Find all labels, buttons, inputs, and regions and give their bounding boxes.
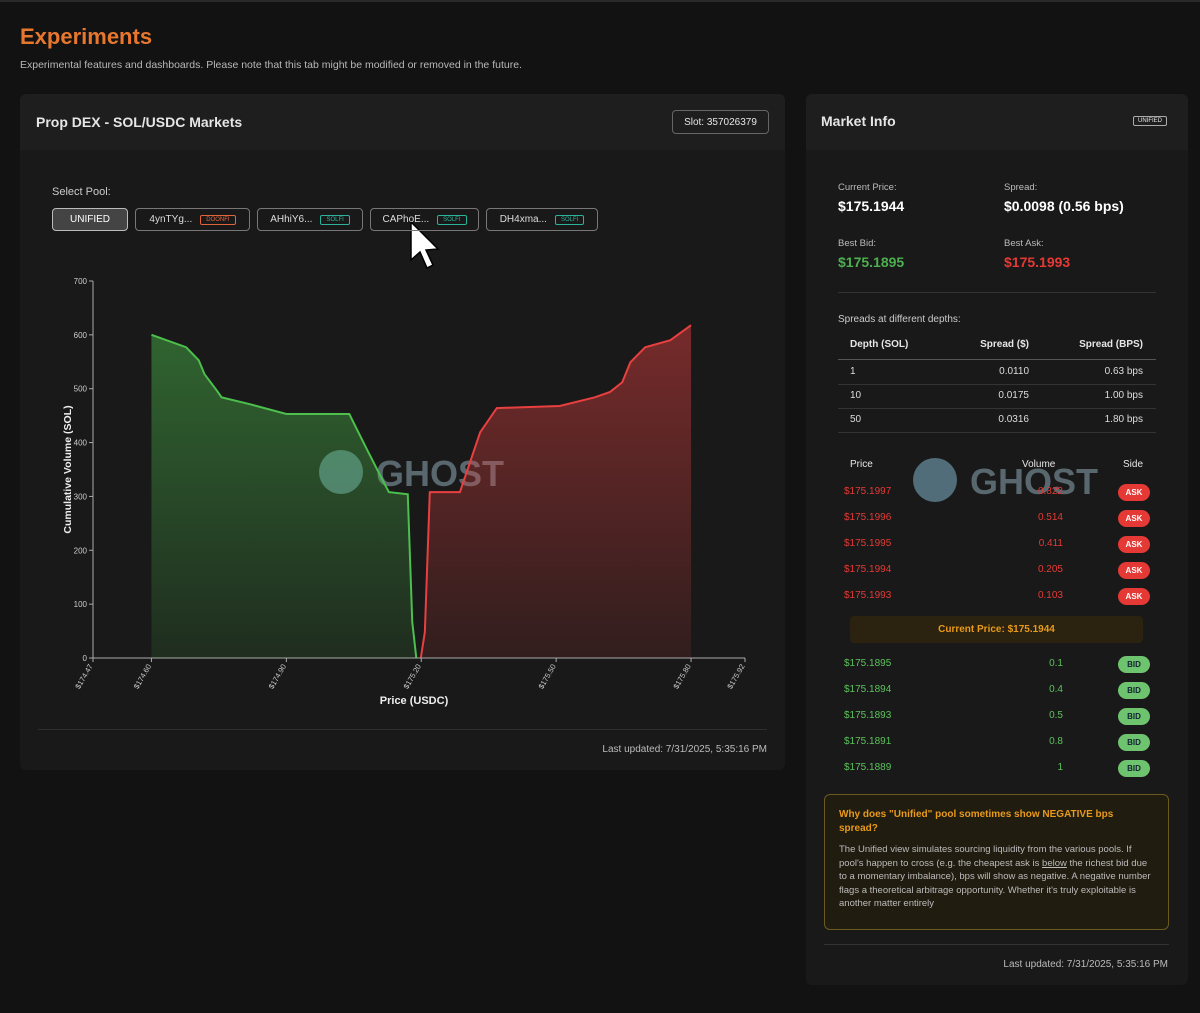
last-updated: Last updated: 7/31/2025, 5:35:16 PM xyxy=(602,744,767,755)
side-pill: ASK xyxy=(1118,562,1150,579)
panel-header xyxy=(806,94,1188,150)
book-volume: 0.8 xyxy=(1049,736,1063,747)
divider xyxy=(824,944,1169,945)
book-price: $175.1996 xyxy=(844,512,892,523)
table-cell: 50 xyxy=(850,414,862,425)
pool-name: CAPhoE... xyxy=(382,214,430,225)
table-cell: 1.80 bps xyxy=(1104,414,1143,425)
side-pill: BID xyxy=(1118,682,1150,699)
divider xyxy=(38,729,767,730)
book-price: $175.1889 xyxy=(844,762,892,773)
table-cell: Depth (SOL) xyxy=(850,339,909,350)
side-pill: BID xyxy=(1118,760,1150,777)
stat-label: Current Price: xyxy=(838,182,897,193)
side-pill: ASK xyxy=(1118,510,1150,527)
book-volume: 1 xyxy=(1057,762,1063,773)
table-cell: 10 xyxy=(850,390,862,401)
note-text: the richest bid due to a momentary imbal… xyxy=(839,857,1151,910)
book-price: $175.1997 xyxy=(844,486,892,497)
side-pill: BID xyxy=(1118,708,1150,725)
stat-label: Best Ask: xyxy=(1004,238,1044,249)
book-header: Side xyxy=(1123,459,1144,470)
page-title: Experiments xyxy=(20,24,153,49)
side-pill: ASK xyxy=(1118,484,1150,501)
select-label: Select Pool: xyxy=(52,186,111,198)
pool-button[interactable]: DH4xma... SOLFI xyxy=(486,208,598,231)
book-volume: 0.822 xyxy=(1037,486,1063,497)
panel-header xyxy=(20,94,785,150)
pool-button[interactable]: CAPhoE... SOLFI xyxy=(370,208,479,231)
table-cell: 0.63 bps xyxy=(1104,366,1143,377)
last-updated: Last updated: 7/31/2025, 5:35:16 PM xyxy=(1003,959,1168,970)
side-pill: BID xyxy=(1118,734,1150,751)
pool-tag: SOLFI xyxy=(320,214,350,225)
stat-label: Spread: xyxy=(1004,182,1038,193)
table-cell: 0.0110 xyxy=(999,366,1029,377)
book-volume: 0.411 xyxy=(1038,538,1063,549)
book-header: Price xyxy=(850,459,873,470)
panel-title: Prop DEX - SOL/USDC Markets xyxy=(36,114,243,130)
stat-value: $175.1993 xyxy=(1004,254,1071,270)
panel-title: Market Info xyxy=(821,113,896,129)
book-price: $175.1891 xyxy=(844,736,892,747)
stat-value: $0.0098 (0.56 bps) xyxy=(1004,198,1124,214)
table-cell: Spread ($) xyxy=(980,339,1029,350)
book-volume: 0.103 xyxy=(1037,590,1063,601)
stat-value: $175.1944 xyxy=(838,198,905,214)
pool-button[interactable]: AHhiY6... SOLFI xyxy=(257,208,363,231)
table-cell: 0.0316 xyxy=(998,414,1029,425)
stat-label: Best Bid: xyxy=(838,238,877,249)
side-pill: BID xyxy=(1118,656,1150,673)
book-price: $175.1993 xyxy=(844,590,892,601)
divider xyxy=(838,292,1156,293)
badge: UNIFIED xyxy=(1133,116,1167,126)
book-volume: 0.5 xyxy=(1049,710,1063,721)
stat-value: $175.1895 xyxy=(838,254,905,270)
pool-tag: DOONFI xyxy=(200,214,236,225)
current-price: Current Price: $175.1944 xyxy=(850,616,1143,643)
note-link: below xyxy=(1042,857,1067,869)
book-price: $175.1894 xyxy=(844,684,892,695)
side-pill: ASK xyxy=(1118,536,1150,553)
pool-tag: SOLFI xyxy=(437,214,467,225)
pool-name: DH4xma... xyxy=(499,214,547,225)
pool-button[interactable]: UNIFIED xyxy=(52,208,128,231)
book-volume: 0.514 xyxy=(1037,512,1063,523)
note-text: The Unified view simulates sourcing liqu… xyxy=(839,844,1132,869)
book-volume: 0.205 xyxy=(1037,564,1063,575)
slot-badge: Slot: 357026379 xyxy=(672,110,769,134)
pool-button[interactable]: 4ynTYg... DOONFI xyxy=(135,208,250,231)
depth-title: Spreads at different depths: xyxy=(838,314,961,325)
pool-name: UNIFIED xyxy=(70,214,110,225)
book-price: $175.1893 xyxy=(844,710,892,721)
note-title: Why does "Unified" pool sometimes show N… xyxy=(839,809,1114,834)
note-box: Why does "Unified" pool sometimes show N… xyxy=(824,794,1169,930)
page-subtitle: Experimental features and dashboards. Pl… xyxy=(20,59,522,71)
divider xyxy=(838,408,1156,409)
book-volume: 0.4 xyxy=(1049,684,1063,695)
divider xyxy=(838,432,1156,433)
table-cell: 1.00 bps xyxy=(1104,390,1143,401)
divider xyxy=(838,359,1156,360)
table-cell: 1 xyxy=(850,366,856,377)
note-body: The Unified view simulates sourcing liqu… xyxy=(839,843,1154,911)
book-price: $175.1994 xyxy=(844,564,892,575)
pool-name: AHhiY6... xyxy=(270,214,313,225)
book-price: $175.1895 xyxy=(844,658,892,669)
side-pill: ASK xyxy=(1118,588,1150,605)
book-volume: 0.1 xyxy=(1049,658,1063,669)
pool-tag: SOLFI xyxy=(554,214,585,225)
pool-name: 4ynTYg... xyxy=(149,214,193,225)
table-cell: 0.0175 xyxy=(998,390,1029,401)
book-header: Volume xyxy=(1022,459,1056,470)
book-price: $175.1995 xyxy=(844,538,892,549)
dex-panel: Prop DEX - SOL/USDC Markets Slot: 357026… xyxy=(20,94,785,770)
table-cell: Spread (BPS) xyxy=(1079,339,1143,350)
divider xyxy=(838,384,1156,385)
